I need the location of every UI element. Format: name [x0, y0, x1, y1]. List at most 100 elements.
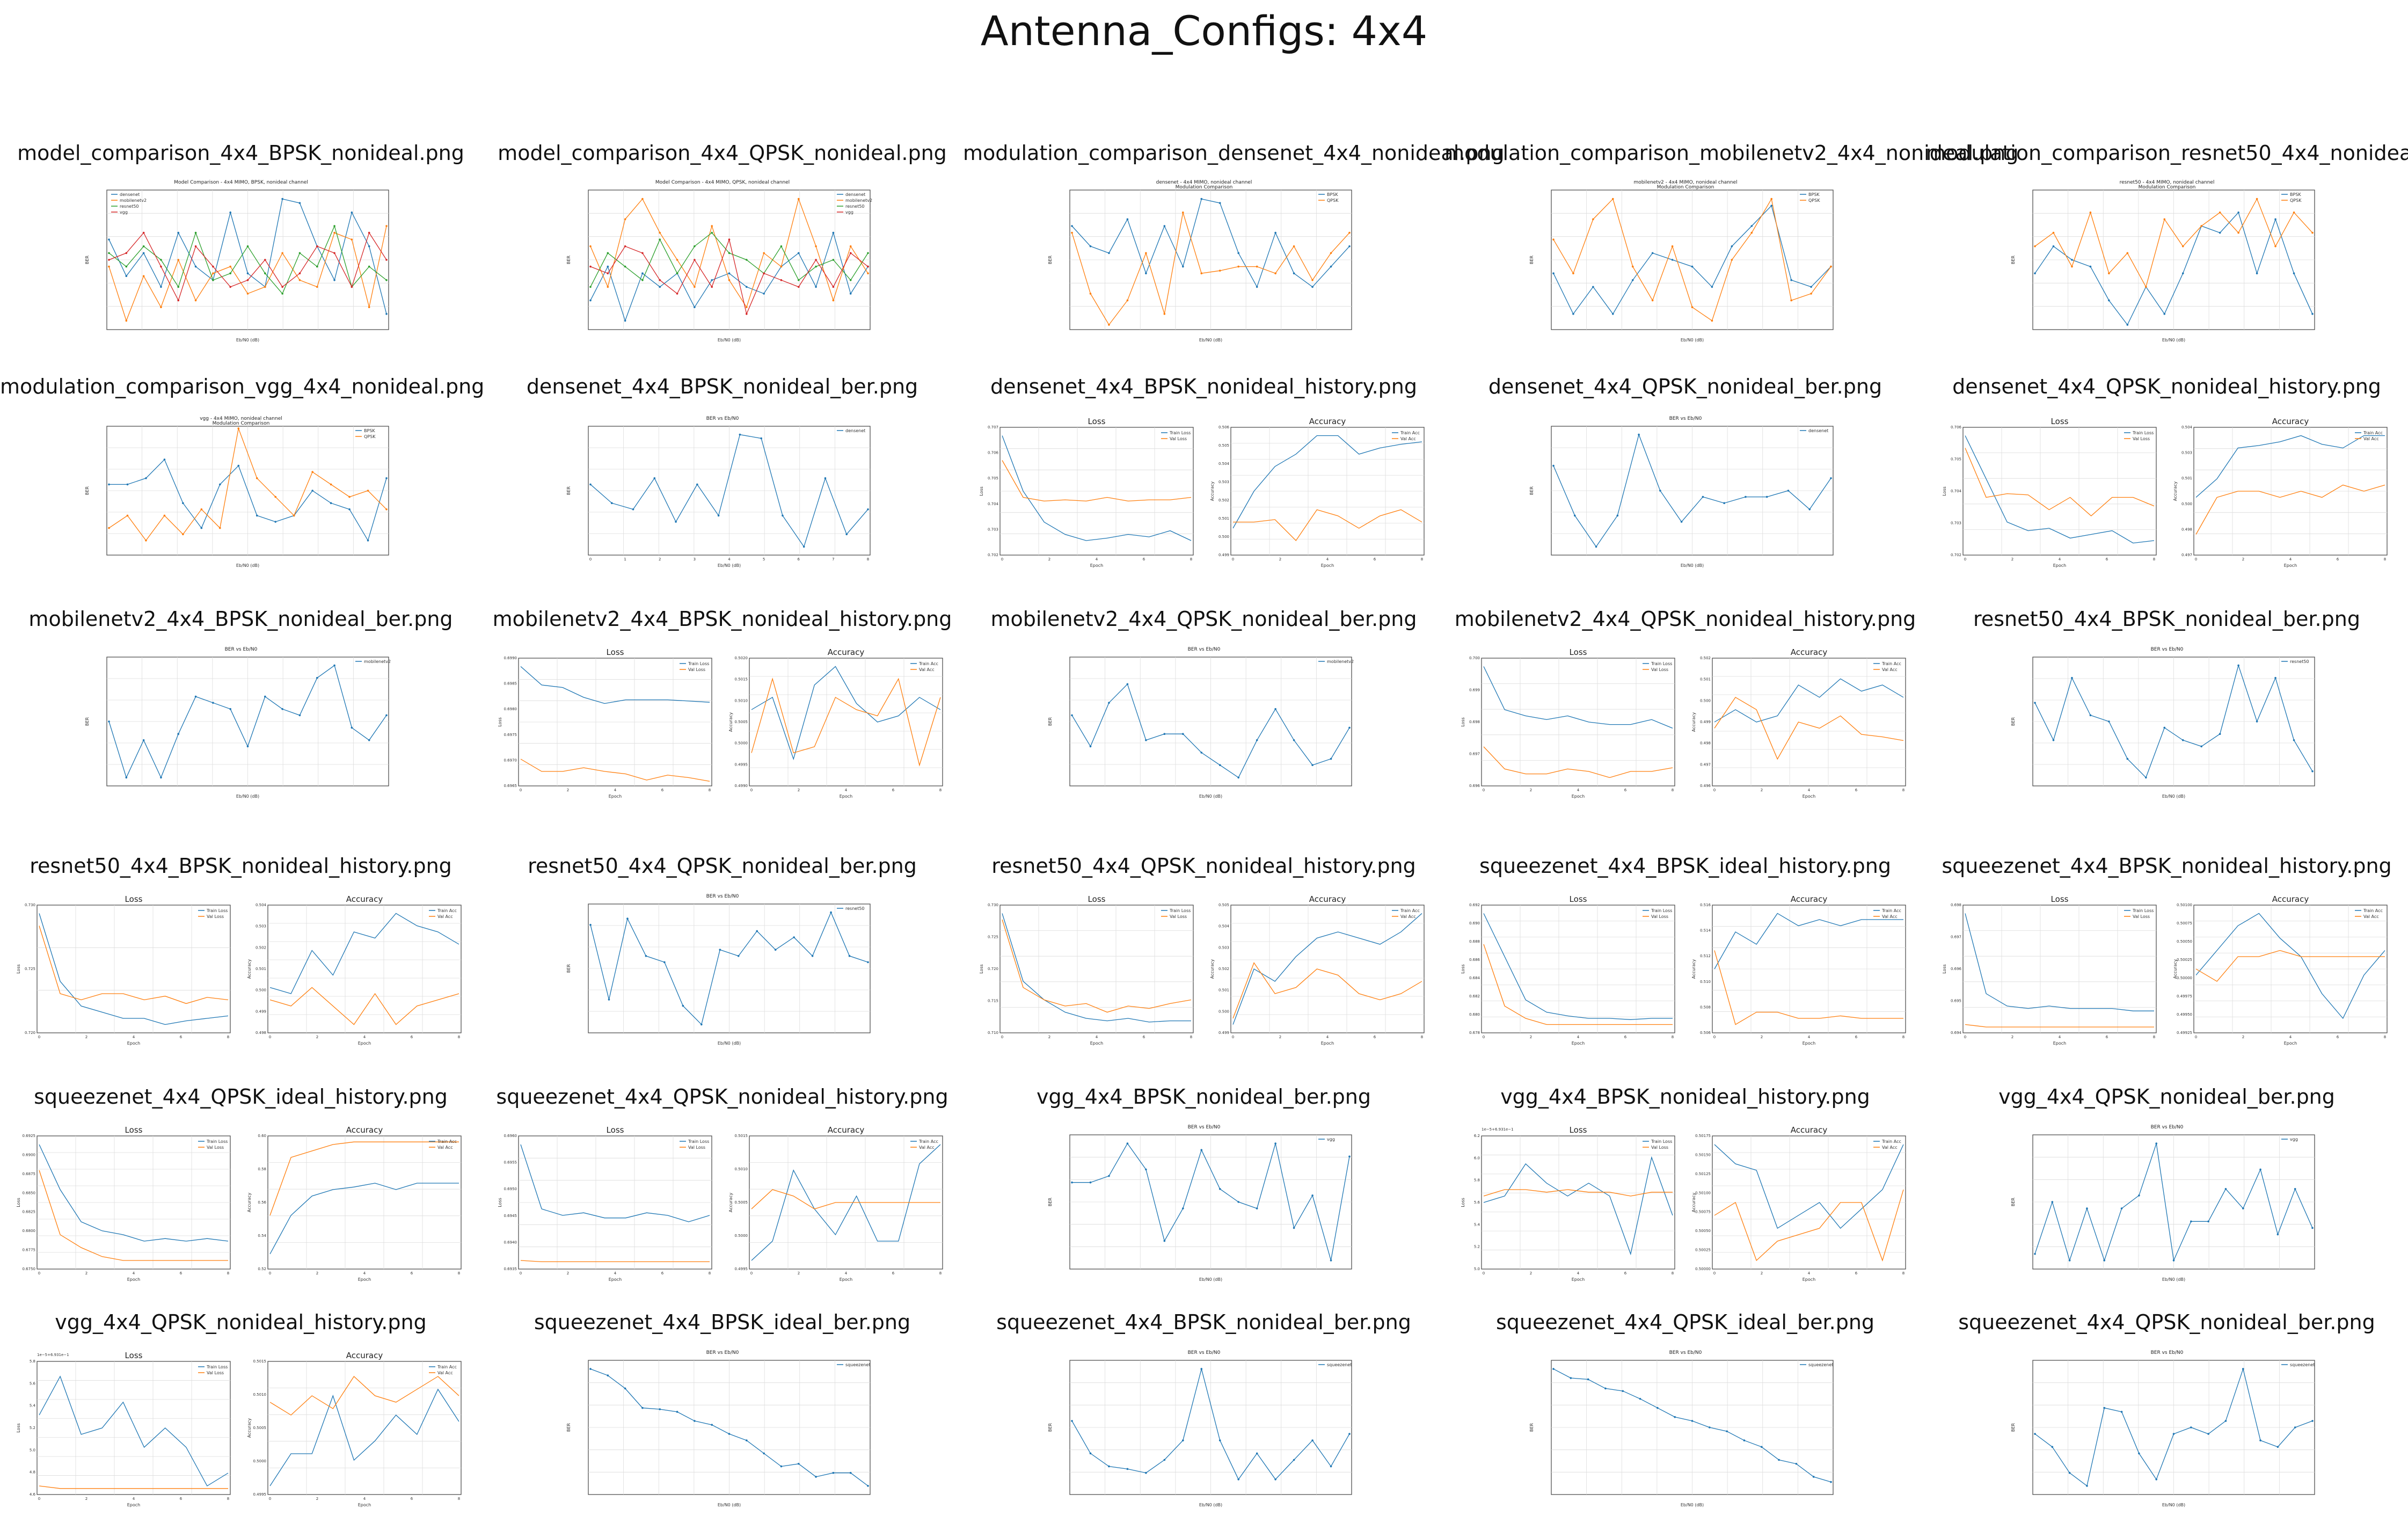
x-axis-label: Epoch [357, 1041, 371, 1046]
squeezenet-point [1552, 1368, 1555, 1370]
x-tick-label: 4 [1577, 788, 1579, 792]
y-tick-label: 0.506 [1218, 425, 1229, 429]
train-loss-line [1001, 913, 1191, 1023]
BPSK-point [274, 521, 276, 523]
chart-title: BER vs Eb/N0 [1187, 1350, 1220, 1355]
densenet-point [760, 437, 762, 440]
y-tick-label: 0.49925 [2177, 1031, 2192, 1035]
x-axis-label: Epoch [1090, 563, 1103, 568]
y-axis-label: Loss [498, 717, 502, 727]
chart-title: Model Comparison - 4x4 MIMO, BPSK, nonid… [174, 180, 308, 185]
QPSK-point [311, 471, 313, 473]
y-tick-label: 5.2 [1473, 1245, 1479, 1249]
mobilenetv2-point [229, 265, 231, 268]
x-tick-label: 8 [227, 1035, 229, 1039]
loss-title: Loss [1569, 894, 1587, 904]
QPSK-point [2107, 272, 2110, 274]
plot-frame [1962, 905, 2157, 1033]
x-axis-label: Eb/N0 (dB) [1680, 563, 1703, 568]
figure-thumbnail: Loss 0.720 0.725 0.730 0 2 4 6 8 Epoch Loss Train L… [16, 894, 462, 1046]
train-acc-line [1714, 678, 1903, 723]
train-acc-line [2195, 913, 2385, 1019]
squeezenet-point [1656, 1406, 1659, 1409]
legend-label: densenet [845, 428, 865, 433]
squeezenet-point [2294, 1426, 2296, 1428]
QPSK-point [1330, 252, 1332, 254]
figure-thumbnail: Loss 0.678 0.680 0.682 0.684 0.686 0.688 0.690 0… [1461, 894, 1906, 1046]
mobilenetv2-point [246, 293, 249, 295]
x-tick-label: 8 [1190, 1035, 1192, 1039]
resnet50-point [797, 279, 800, 281]
train-loss-line [1483, 666, 1673, 729]
y-tick-label: 0.6990 [504, 656, 517, 660]
x-axis-label: Epoch [1802, 1041, 1815, 1046]
legend-label: Train Loss [206, 908, 228, 913]
vgg-point [1107, 1175, 1110, 1177]
y-axis-label: Loss [1461, 964, 1465, 974]
mobilenetv2-point [125, 319, 127, 322]
squeezenet-point [2172, 1433, 2175, 1435]
y-tick-label: 0.50025 [2177, 958, 2192, 962]
chart-title: resnet50 - 4x4 MIMO, nonideal channel [2119, 180, 2214, 185]
vgg-point [1200, 1149, 1202, 1151]
squeezenet-point [1163, 1459, 1165, 1461]
mobilenetv2-point [1274, 708, 1276, 710]
x-tick-label: 3 [693, 557, 695, 562]
resnet50-point [368, 265, 370, 268]
mobilenetv2-point [1107, 702, 1110, 704]
legend-label: Train Loss [1651, 908, 1672, 913]
QPSK-line [2034, 198, 2312, 288]
y-axis-label: BER [2011, 717, 2016, 726]
x-axis-label: Eb/N0 (dB) [236, 794, 259, 799]
mobilenetv2-line [1071, 683, 1350, 778]
loss-offset-label: 1e−5+6.931e−1 [1482, 1127, 1514, 1132]
y-tick-label: 0.705 [987, 476, 998, 480]
BPSK-point [1163, 225, 1165, 227]
val-acc-line [750, 677, 941, 767]
x-tick-label: 2 [1529, 1035, 1531, 1039]
resnet50-point [848, 955, 850, 957]
QPSK-point [293, 514, 295, 517]
x-tick-label: 4 [1095, 1035, 1098, 1039]
BPSK-point [1552, 272, 1555, 274]
QPSK-point [1070, 231, 1073, 234]
resnet50-point [264, 272, 266, 274]
resnet50-point [676, 272, 678, 274]
BPSK-point [1731, 245, 1733, 247]
chart-title: BER vs Eb/N0 [2150, 1350, 2183, 1355]
y-tick-label: 0.501 [1218, 988, 1229, 993]
y-tick-label: 0.50075 [2177, 921, 2192, 925]
x-tick-label: 2 [2011, 1035, 2013, 1039]
legend-label: mobilenetv2 [1327, 659, 1354, 664]
squeezenet-point [1348, 1433, 1351, 1435]
y-tick-label: 0.6955 [504, 1161, 517, 1165]
x-axis-label: Epoch [839, 1277, 852, 1282]
figure-filename: densenet_4x4_BPSK_nonideal_ber.png [526, 375, 918, 398]
resnet50-point [737, 955, 740, 957]
x-tick-label: 0 [1713, 1035, 1715, 1039]
densenet-point [824, 477, 826, 479]
figure-thumbnail: BER vs Eb/N0 Eb/N0 (dB) BER squeezenet [1529, 1350, 1834, 1507]
train-loss-line [1483, 913, 1673, 1020]
resnet50-point [589, 286, 592, 288]
vgg-point [229, 286, 231, 288]
accuracy-title: Accuracy [346, 1125, 383, 1135]
resnet50-point [281, 293, 283, 295]
y-axis-label: Accuracy [728, 1192, 733, 1212]
squeezenet-point [1107, 1465, 1110, 1468]
squeezenet-point [866, 1485, 869, 1487]
mobilenetv2-point [177, 259, 179, 261]
legend-label: Train Loss [1169, 431, 1191, 435]
x-tick-label: 2 [85, 1271, 87, 1275]
mobilenetv2-point [281, 708, 283, 710]
x-tick-label: 2 [566, 788, 568, 792]
vgg-point [1218, 1188, 1221, 1190]
figure-thumbnail: Model Comparison - 4x4 MIMO, BPSK, nonid… [85, 180, 389, 342]
y-tick-label: 0.512 [1699, 954, 1710, 958]
val-loss-line [520, 759, 710, 782]
legend-label: Val Acc [1882, 914, 1898, 919]
y-axis-label: BER [1529, 256, 1534, 265]
x-tick-label: 6 [2105, 1035, 2108, 1039]
resnet50-point [333, 225, 335, 227]
QPSK-point [1200, 272, 1202, 274]
